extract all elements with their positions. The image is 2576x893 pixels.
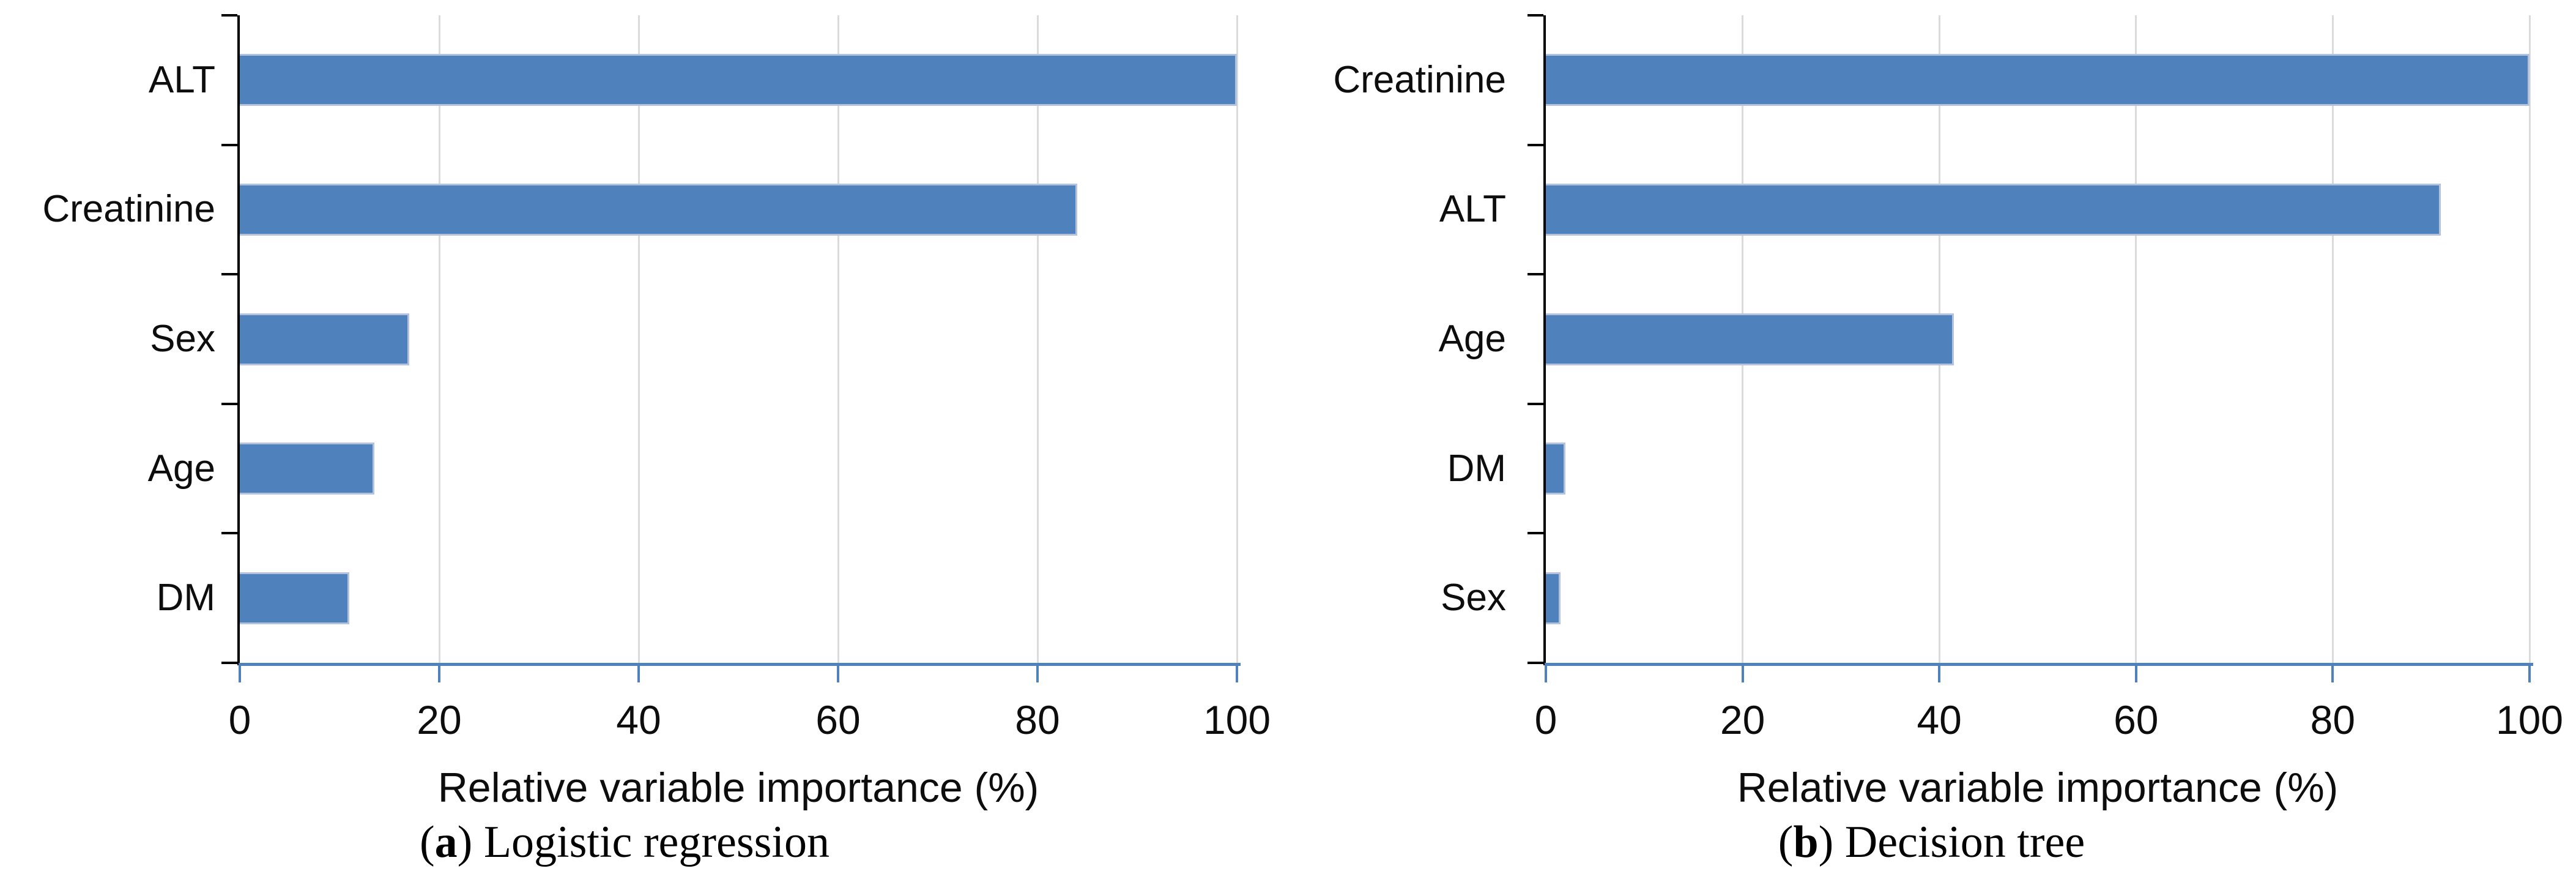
x-tick-label: 40 <box>1917 697 1962 742</box>
value-tick <box>1236 663 1238 682</box>
category-tick <box>1527 532 1543 534</box>
value-tick <box>2134 663 2137 682</box>
category-label: DM <box>1447 447 1506 490</box>
category-label: Sex <box>1441 577 1506 619</box>
category-tick <box>1527 273 1543 275</box>
x-tick-label: 40 <box>616 697 661 742</box>
category-label: Creatinine <box>42 188 215 230</box>
x-axis-line <box>239 663 1241 666</box>
panel-caption: (a) Logistic regression <box>420 817 830 867</box>
gridline <box>438 15 440 663</box>
gridline <box>2528 15 2531 663</box>
x-axis-title: Relative variable importance (%) <box>437 764 1039 811</box>
x-axis-line <box>1545 663 2533 666</box>
category-label: Age <box>147 447 215 490</box>
x-tick-label: 0 <box>1534 697 1557 742</box>
category-tick <box>1527 14 1543 17</box>
x-tick-label: 100 <box>2495 697 2564 742</box>
value-tick <box>837 663 839 682</box>
gridline <box>637 15 640 663</box>
panel-letter: b <box>1793 817 1819 867</box>
value-tick <box>239 663 241 682</box>
bar <box>240 572 349 624</box>
value-tick <box>637 663 640 682</box>
bar <box>240 313 409 365</box>
bar <box>1546 184 2441 236</box>
category-tick <box>1527 662 1543 664</box>
x-tick-label: 20 <box>1720 697 1765 742</box>
gridline <box>1036 15 1039 663</box>
category-tick <box>221 144 237 146</box>
category-tick <box>221 403 237 405</box>
value-tick <box>438 663 440 682</box>
panel-caption: (b) Decision tree <box>1778 817 2085 867</box>
bar <box>1546 54 2530 106</box>
category-label: ALT <box>148 59 215 101</box>
value-tick <box>1938 663 1941 682</box>
x-tick-label: 80 <box>1015 697 1060 742</box>
value-tick <box>1545 663 1547 682</box>
category-label: Creatinine <box>1333 59 1506 101</box>
bar <box>240 54 1237 106</box>
value-tick <box>2331 663 2334 682</box>
panel-caption-text: Logistic regression <box>483 817 830 867</box>
x-tick-label: 60 <box>2114 697 2159 742</box>
value-tick <box>2528 663 2531 682</box>
x-tick-label: 0 <box>228 697 251 742</box>
category-tick <box>1527 403 1543 405</box>
x-axis-title: Relative variable importance (%) <box>1737 764 2339 811</box>
category-tick <box>1527 144 1543 146</box>
x-tick-label: 80 <box>2310 697 2356 742</box>
category-tick <box>221 662 237 664</box>
y-axis-line <box>237 15 240 665</box>
bar <box>240 443 374 495</box>
y-axis-line <box>1543 15 1546 665</box>
gridline <box>2135 15 2137 663</box>
category-label: DM <box>156 577 215 619</box>
gridline <box>1236 15 1238 663</box>
panel-letter: a <box>434 817 458 867</box>
x-tick-label: 100 <box>1203 697 1271 742</box>
category-label: Age <box>1438 318 1506 360</box>
category-label: Sex <box>150 318 215 360</box>
category-tick <box>221 273 237 275</box>
category-tick <box>221 14 237 17</box>
bar <box>1546 443 1565 495</box>
x-tick-label: 60 <box>815 697 861 742</box>
bar <box>1546 313 1954 365</box>
x-tick-label: 20 <box>417 697 462 742</box>
category-label: ALT <box>1439 188 1506 230</box>
panel-caption-text: Decision tree <box>1844 817 2085 867</box>
value-tick <box>1036 663 1039 682</box>
category-tick <box>221 532 237 534</box>
value-tick <box>1741 663 1744 682</box>
bar <box>240 184 1077 236</box>
bar <box>1546 572 1561 624</box>
gridline <box>2331 15 2334 663</box>
gridline <box>837 15 839 663</box>
